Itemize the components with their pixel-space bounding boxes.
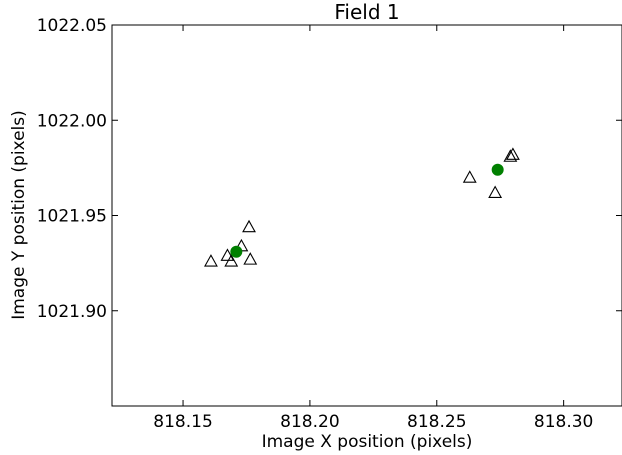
triangle-point xyxy=(503,149,518,162)
x-tick-label: 818.25 xyxy=(407,412,466,432)
y-axis-label: Image Y position (pixels) xyxy=(9,110,29,320)
plot-frame xyxy=(111,24,622,407)
green-circle-point xyxy=(491,163,504,176)
triangle-point xyxy=(488,185,503,198)
y-tick-label: 1022.00 xyxy=(37,111,107,131)
plot-marks xyxy=(204,147,520,267)
y-tick-label: 1021.95 xyxy=(37,207,107,227)
x-tick-label: 818.15 xyxy=(153,412,212,432)
triangle-point xyxy=(462,170,477,183)
y-tick-label: 1021.90 xyxy=(37,302,107,322)
triangle-point xyxy=(224,254,239,267)
triangle-point xyxy=(243,252,258,265)
chart-title: Field 1 xyxy=(334,0,399,24)
triangle-point xyxy=(505,147,520,160)
x-tick-label: 818.20 xyxy=(280,412,339,432)
green-circle-point xyxy=(230,245,243,258)
x-tick-label: 818.30 xyxy=(534,412,593,432)
axis-ticks: 818.15 818.20 818.25 818.30 1021.90 1021.95 10… xyxy=(37,16,622,432)
triangle-point xyxy=(242,219,256,233)
triangle-point xyxy=(204,254,218,267)
triangle-point xyxy=(220,248,235,261)
y-tick-label: 1022.05 xyxy=(37,16,107,36)
x-axis-label: Image X position (pixels) xyxy=(262,432,473,452)
